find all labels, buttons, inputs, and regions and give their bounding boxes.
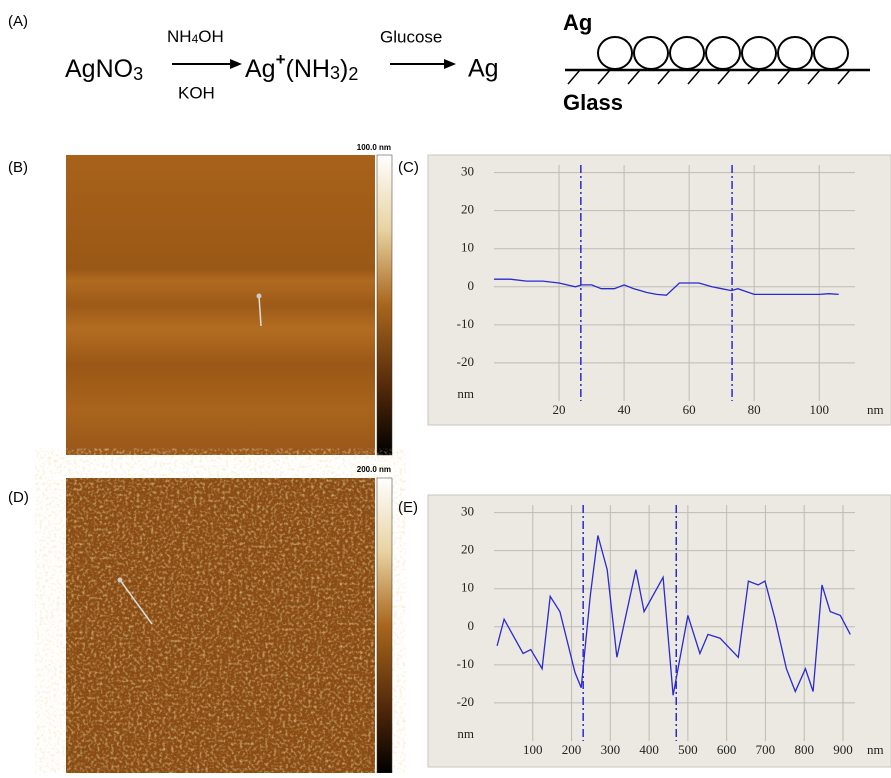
y-tick-label: 0 (468, 618, 475, 633)
colorbar (376, 154, 393, 456)
scale-label: 200.0 nm (357, 465, 391, 474)
arrowhead (230, 59, 242, 69)
reagent: Glucose (380, 27, 442, 46)
profile-marker (256, 293, 262, 299)
subscript: 2 (348, 64, 358, 84)
y-tick-label: 10 (461, 240, 474, 255)
particle (597, 36, 633, 70)
particle (777, 36, 813, 70)
y-tick-label: -20 (457, 354, 474, 369)
colorbar (376, 477, 393, 774)
afm-texture (66, 478, 375, 773)
profile-marker (117, 577, 123, 583)
x-tick-label: 600 (717, 742, 737, 757)
text: AgNO (65, 55, 133, 83)
x-tick-label: 700 (756, 742, 776, 757)
y-tick-label: 10 (461, 580, 474, 595)
superscript: + (276, 50, 286, 69)
profile-line (496, 535, 851, 696)
arrowhead (444, 59, 456, 69)
reactant: AgNO3 (65, 55, 143, 84)
particle (705, 36, 741, 70)
subscript: 3 (133, 64, 143, 84)
text: (NH (286, 55, 330, 83)
profile-line (119, 579, 153, 625)
diagram-label: Ag (563, 10, 592, 35)
scale-label: 100.0 nm (357, 143, 391, 152)
reagent: KOH (178, 83, 215, 102)
y-tick-label: 30 (461, 504, 474, 519)
profile-line (258, 295, 262, 327)
x-tick-label: 60 (683, 402, 696, 417)
product: Ag (468, 55, 499, 83)
profile-line (494, 278, 839, 296)
x-tick-label: 100 (523, 742, 543, 757)
y-tick-label: 0 (468, 278, 475, 293)
y-tick-label: -10 (457, 316, 474, 331)
text: OH (198, 27, 224, 46)
x-tick-label: 20 (553, 402, 566, 417)
subscript: 3 (330, 63, 340, 83)
x-tick-label: 900 (833, 742, 853, 757)
x-tick-label: 40 (618, 402, 631, 417)
y-tick-label: -20 (457, 694, 474, 709)
text: NH (167, 27, 192, 46)
x-tick-label: 200 (562, 742, 582, 757)
x-tick-label: 300 (601, 742, 621, 757)
particle (813, 36, 849, 70)
x-tick-label: 80 (748, 402, 761, 417)
chart-frame (427, 494, 891, 768)
panel-label: (C) (398, 159, 419, 176)
particle (741, 36, 777, 70)
panel-label: (D) (8, 489, 29, 506)
diagram-label: Glass (563, 90, 623, 115)
y-tick-label: -10 (457, 656, 474, 671)
intermediate: Ag+(NH3)2 (245, 50, 358, 83)
y-tick-label: 20 (461, 542, 474, 557)
x-tick-label: 500 (678, 742, 698, 757)
hatching (567, 69, 851, 85)
panel-label: (E) (398, 499, 418, 516)
x-tick-label: 100 (809, 402, 829, 417)
panel-label: (A) (8, 13, 28, 30)
panel-label: (B) (8, 159, 28, 176)
x-tick-label: 800 (794, 742, 814, 757)
y-axis-label: nm (457, 726, 474, 741)
y-tick-label: 30 (461, 164, 474, 179)
reagent: NH4OH (167, 27, 224, 46)
subscript: 4 (192, 32, 199, 46)
particle (633, 36, 669, 70)
particle (669, 36, 705, 70)
y-axis-label: nm (457, 386, 474, 401)
chart-frame (427, 154, 891, 426)
afm-image (66, 155, 375, 455)
y-tick-label: 20 (461, 202, 474, 217)
text: Ag (245, 55, 276, 83)
particles (597, 36, 849, 70)
x-tick-label: 400 (639, 742, 659, 757)
x-axis-label: nm (867, 742, 884, 757)
text: ) (340, 55, 348, 83)
x-axis-label: nm (867, 402, 884, 417)
